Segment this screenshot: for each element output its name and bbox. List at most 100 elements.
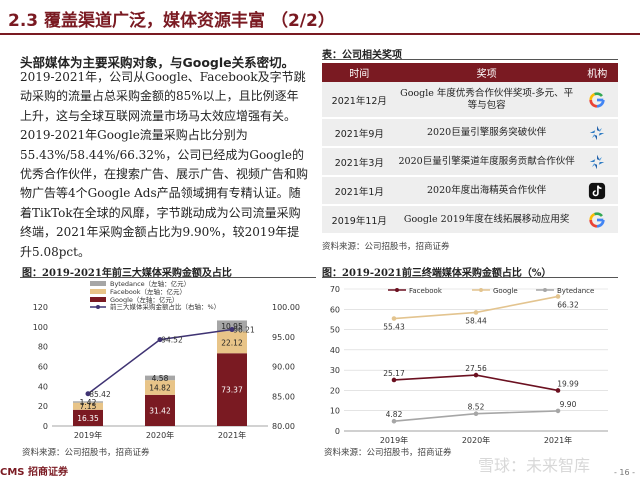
legend-marker-2 — [543, 288, 547, 292]
table-source: 资料来源：公司招股书，招商证券 — [322, 242, 450, 252]
cell-award: 2020巨量引擎渠道年度服务贡献合作伙伴 — [396, 147, 577, 177]
table-row: 2021年12月 Google 年度优秀合作伙伴奖项-多元、平等与包容 — [322, 82, 618, 119]
y-tick-5: 50 — [330, 326, 340, 335]
cell-award: 2020巨量引擎服务突破伙伴 — [396, 118, 577, 148]
left-tick-3: 60 — [38, 363, 48, 372]
series-point-0-0 — [391, 377, 397, 383]
share-label-0: 85.42 — [89, 390, 111, 399]
legend-line-marker — [96, 305, 100, 309]
series-line-1 — [393, 295, 559, 320]
share-point-0 — [85, 391, 91, 397]
header-award: 奖项 — [396, 63, 577, 82]
series-label-2-0: 4.82 — [386, 410, 403, 419]
x-tick-0: 2019年 — [380, 435, 408, 445]
legend-label-2: Bytedance（左轴：亿元） — [110, 279, 190, 288]
share-label-1: 94.52 — [161, 336, 183, 345]
table-header-row: 时间 奖项 机构 — [322, 63, 618, 82]
left-tick-5: 100 — [33, 323, 48, 332]
oceanengine-logo-icon — [576, 118, 618, 148]
body-paragraph: 2019-2021年，公司从Google、Facebook及字节跳动采购的流量占… — [20, 68, 310, 262]
bar-0-0 — [73, 409, 103, 426]
legend-label-2: Bytedance — [557, 287, 594, 295]
table-row: 2021年3月 2020巨量引擎渠道年度服务贡献合作伙伴 — [322, 147, 618, 177]
legend-marker-1 — [479, 288, 483, 292]
oceanengine-logo-icon — [576, 147, 618, 177]
y-tick-1: 10 — [330, 407, 340, 416]
y-tick-6: 60 — [330, 305, 340, 314]
chart2-caption: 图：2019-2021前三终端媒体采购金额占比（%） — [322, 268, 552, 279]
left-tick-6: 120 — [33, 303, 48, 312]
chart1-source: 资料来源：公司招股书，招商证券 — [22, 448, 150, 458]
series-label-1-0: 55.43 — [383, 323, 405, 332]
legend-label-0: Google（左轴：亿元） — [110, 295, 178, 304]
series-label-0-1: 27.56 — [465, 364, 487, 373]
y-tick-2: 20 — [330, 386, 340, 395]
series-label-2-1: 8.52 — [468, 403, 485, 412]
left-tick-2: 40 — [38, 382, 48, 391]
bar-label-0-1: 31.42 — [149, 406, 171, 415]
y-tick-0: 0 — [335, 427, 340, 436]
series-point-1-2 — [555, 294, 561, 299]
bar-0-1 — [145, 394, 175, 426]
series-point-2-2 — [555, 408, 561, 414]
x-tick-2: 2021年 — [218, 430, 246, 440]
table-row: 2021年1月 2020年度出海精英合作伙伴 — [322, 176, 618, 206]
bar-1-2 — [217, 331, 247, 354]
cell-award: 2020年度出海精英合作伙伴 — [396, 176, 577, 206]
body-paragraph-text: 2019-2021年，公司从Google、Facebook及字节跳动采购的流量占… — [20, 70, 309, 259]
lead-sentence: 头部媒体为主要采购对象，与Google关系密切。 — [20, 55, 295, 70]
cell-award: Google 年度优秀合作伙伴奖项-多元、平等与包容 — [396, 82, 577, 119]
x-tick-1: 2020年 — [146, 430, 174, 440]
bar-label-1-2: 22.12 — [221, 338, 243, 347]
legend-swatch-2 — [90, 281, 106, 286]
page-title: 2.3 覆盖渠道广泛，媒体资源丰富 （2/2） — [8, 11, 335, 31]
bar-label-0-0: 16.35 — [77, 414, 99, 423]
y-tick-3: 30 — [330, 366, 340, 375]
legend-label-1: Google — [493, 287, 518, 295]
bar-2-2 — [217, 320, 247, 332]
table-caption-rule — [322, 59, 618, 60]
bar-label-1-0: 7.15 — [80, 402, 97, 411]
bar-label-0-2: 73.37 — [221, 386, 243, 395]
share-point-1 — [157, 337, 163, 343]
legend-marker-0 — [395, 288, 399, 292]
chart2-caption-rule — [322, 277, 618, 278]
chart2-source: 资料来源：公司招股书，招商证券 — [324, 448, 452, 458]
bar-0-2 — [217, 353, 247, 426]
y-tick-7: 70 — [330, 285, 340, 294]
x-tick-1: 2020年 — [462, 435, 490, 445]
legend-swatch-0 — [90, 297, 106, 302]
google-logo-icon — [576, 205, 618, 235]
cell-time: 2021年1月 — [322, 176, 397, 206]
bar-1-0 — [73, 402, 103, 410]
right-tick-3: 95.00 — [272, 333, 295, 342]
watermark: 雪球：未来智库 — [478, 456, 591, 475]
cell-time: 2019年11月 — [322, 205, 397, 235]
share-point-2 — [229, 327, 235, 333]
right-tick-4: 100.00 — [272, 303, 300, 312]
header-org: 机构 — [576, 63, 618, 82]
chart1-caption: 图：2019-2021年前三大媒体采购金额及占比 — [22, 268, 232, 279]
header-time: 时间 — [322, 63, 397, 82]
y-tick-4: 40 — [330, 346, 340, 355]
table-caption: 表：公司相关奖项 — [322, 50, 402, 61]
chart1-caption-rule — [20, 277, 316, 278]
left-tick-1: 20 — [38, 402, 48, 411]
share-label-2: 96.21 — [233, 326, 255, 335]
left-tick-4: 80 — [38, 343, 48, 352]
legend-line-label: 前三大媒体采购金额占比（右轴：%） — [110, 302, 220, 311]
left-tick-0: 0 — [43, 422, 48, 431]
chart2-svg: 0 10 20 30 40 50 60 70 2019年 2020年 2021年 Facebook Go… — [330, 285, 608, 445]
cell-award: Google 2019年度在线拓展移动应用奖 — [396, 205, 577, 235]
series-label-0-0: 25.17 — [383, 369, 405, 378]
series-label-1-2: 66.32 — [557, 300, 579, 309]
series-point-1-1 — [473, 310, 479, 315]
footer-logo: CMS 招商证券 — [0, 467, 68, 478]
tiktok-logo-icon — [576, 176, 618, 206]
bar-1-1 — [145, 380, 175, 395]
bar-2-1 — [145, 375, 175, 381]
chart1-svg: Bytedance（左轴：亿元）Facebook（左轴：亿元）Google（左轴… — [33, 279, 300, 440]
series-point-2-1 — [473, 411, 479, 417]
page-number: - 16 - — [614, 468, 636, 477]
cell-time: 2021年12月 — [322, 82, 397, 119]
